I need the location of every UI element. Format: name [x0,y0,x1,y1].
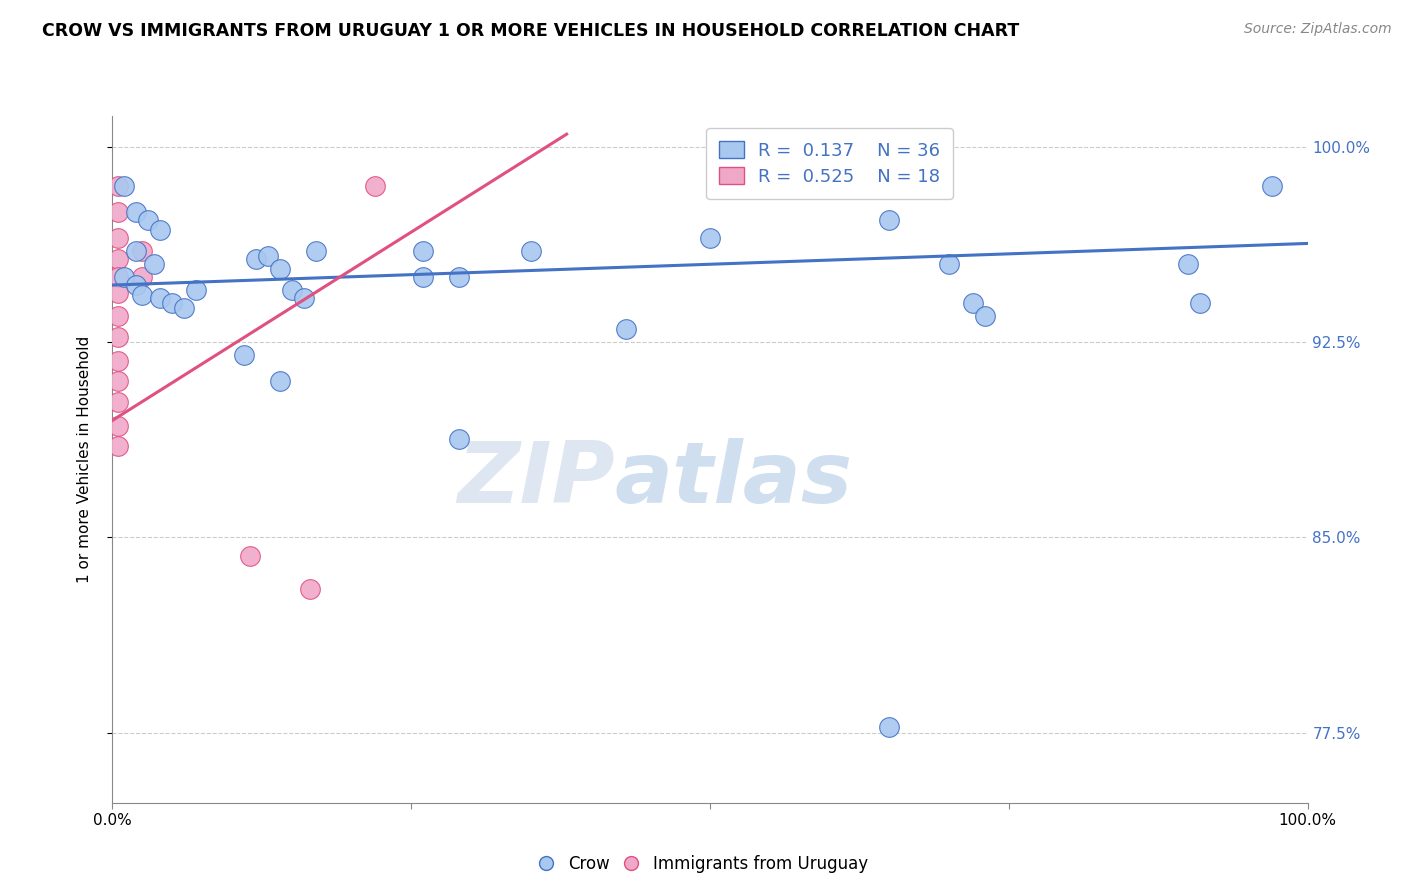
Point [364,179,387,194]
Point [107,439,129,453]
Point [973,310,995,324]
Text: CROW VS IMMIGRANTS FROM URUGUAY 1 OR MORE VEHICLES IN HOUSEHOLD CORRELATION CHAR: CROW VS IMMIGRANTS FROM URUGUAY 1 OR MOR… [42,22,1019,40]
Text: ZIP: ZIP [457,439,614,522]
Point [107,395,129,409]
Point [107,270,129,285]
Point [269,262,291,277]
Point [107,374,129,388]
Point [877,213,900,227]
Point [114,270,135,285]
Point [304,244,326,259]
Text: Source: ZipAtlas.com: Source: ZipAtlas.com [1244,22,1392,37]
Point [292,291,315,305]
Point [269,374,291,388]
Point [239,549,262,563]
Point [614,322,637,336]
Point [412,244,434,259]
Point [107,310,129,324]
Point [281,283,304,297]
Point [245,252,267,266]
Point [447,270,470,285]
Legend: R =  0.137    N = 36, R =  0.525    N = 18: R = 0.137 N = 36, R = 0.525 N = 18 [706,128,953,199]
Point [114,179,135,194]
Point [131,244,153,259]
Point [162,296,183,310]
Point [107,418,129,433]
Point [107,179,129,194]
Point [107,252,129,266]
Point [107,285,129,300]
Point [125,278,148,293]
Point [125,244,148,259]
Point [131,270,153,285]
Point [107,330,129,344]
Point [1189,296,1212,310]
Point [412,270,434,285]
Point [699,231,721,245]
Point [298,582,321,597]
Point [143,257,166,271]
Point [107,231,129,245]
Point [186,283,208,297]
Y-axis label: 1 or more Vehicles in Household: 1 or more Vehicles in Household [77,335,91,583]
Point [1260,179,1282,194]
Point [107,353,129,368]
Point [938,257,960,271]
Point [257,250,280,264]
Point [232,348,256,362]
Point [149,223,172,237]
Point [1177,257,1199,271]
Point [149,291,172,305]
Point [138,213,160,227]
Point [107,205,129,219]
Point [131,288,153,302]
Point [877,720,900,734]
Legend: Crow, Immigrants from Uruguay: Crow, Immigrants from Uruguay [531,848,875,880]
Point [962,296,984,310]
Point [520,244,543,259]
Point [447,432,470,446]
Point [173,301,195,316]
Point [125,205,148,219]
Text: atlas: atlas [614,439,852,522]
